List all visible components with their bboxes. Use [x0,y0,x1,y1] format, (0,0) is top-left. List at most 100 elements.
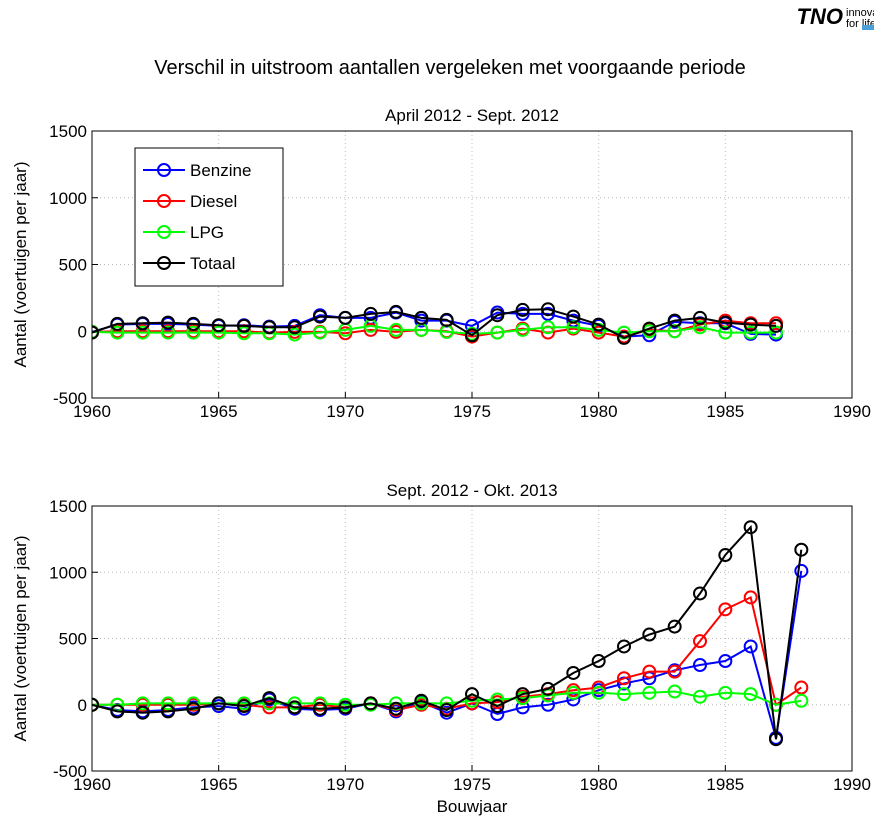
marker [110,704,125,719]
marker [743,325,758,340]
marker [161,704,175,719]
marker [211,325,226,340]
legend: Benzine Diesel LPG Totaal [134,147,284,287]
logo: TNO [797,4,843,29]
x-tick-label: 1985 [706,402,744,421]
marker [743,317,758,332]
marker [287,696,302,711]
marker [363,696,378,711]
marker [769,732,783,747]
y-tick-label: 500 [59,256,87,275]
marker [515,322,530,337]
x-tick-label: 1960 [73,775,111,794]
marker [135,696,150,711]
marker [743,520,758,535]
marker [161,696,175,711]
marker [490,308,505,323]
marker [718,685,733,700]
marker [515,687,530,702]
marker [794,680,809,695]
marker [718,602,733,617]
x-tick-label: 1990 [833,402,871,421]
marker [718,315,733,330]
marker [541,320,555,335]
marker [743,590,758,605]
figure-title: Verschil in uitstroom aantallen vergelek… [154,57,745,79]
marker [743,639,758,654]
marker [693,320,707,335]
y-tick-label: 0 [78,322,87,341]
axes-frame [91,130,853,399]
marker [439,703,454,718]
marker [769,318,783,333]
marker [110,316,125,331]
marker [135,325,150,340]
marker [718,548,733,563]
x-tick-label: 1975 [453,775,491,794]
marker [693,689,707,704]
y-tick-label: -500 [53,762,87,781]
marker [186,325,201,340]
marker [617,330,631,345]
marker [515,691,530,706]
marker [769,697,783,712]
marker [667,324,682,339]
marker [617,639,631,654]
legend-label: Benzine [190,161,251,180]
legend-marker [157,256,171,270]
y-tick-label: 1000 [49,189,87,208]
chart-title: Sept. 2012 - Okt. 2013 [386,481,557,500]
marker [566,665,581,680]
marker [135,705,150,720]
marker [287,700,302,715]
marker [363,322,378,337]
x-tick-label: 1980 [580,775,618,794]
marker [794,542,809,557]
series-line [92,524,803,740]
marker [693,658,707,672]
marker [718,325,733,340]
marker [591,317,606,332]
marker [262,691,277,706]
marker [161,315,175,330]
legend-label: Totaal [190,254,235,273]
legend-marker [157,163,171,177]
marker [541,302,555,317]
legend-marker [157,194,171,208]
marker [135,316,150,331]
marker [186,701,201,716]
x-tick-label: 1960 [73,402,111,421]
x-tick-label: 1965 [200,402,238,421]
marker [92,325,99,340]
marker [541,681,555,696]
series-line [92,308,777,339]
marker [389,322,403,337]
marker [211,318,226,333]
marker [718,654,733,669]
marker [414,310,429,325]
marker [237,326,251,341]
marker [541,697,555,712]
y-tick-label: 1500 [49,122,87,141]
marker [642,321,657,336]
marker [338,700,353,715]
marker [439,312,454,327]
marker [363,306,378,321]
marker [313,325,327,340]
marker [414,693,429,708]
marker [794,693,809,708]
marker [617,687,631,702]
marker [465,687,479,702]
legend-marker [157,225,171,239]
marker [515,302,530,317]
marker [262,700,277,715]
y-tick-label: 1000 [49,563,87,582]
legend-label: LPG [190,223,224,242]
marker [794,563,809,578]
y-tick-label: 500 [59,630,87,649]
y-tick-label: 0 [78,696,87,715]
marker [389,304,403,319]
marker [287,327,302,342]
y-tick-label: 1500 [49,497,87,516]
